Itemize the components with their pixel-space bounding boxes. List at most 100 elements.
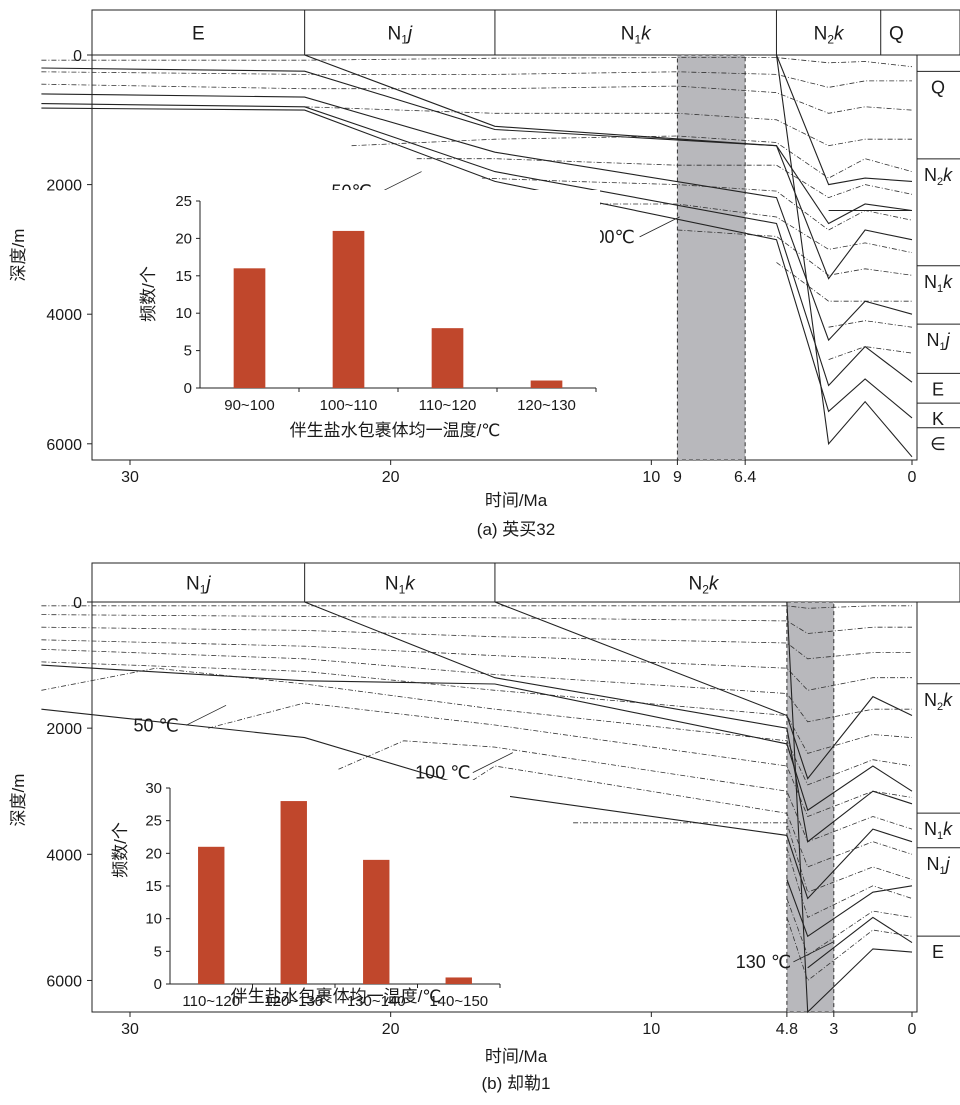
isotherm-line bbox=[828, 346, 913, 360]
panel-a-header-frame bbox=[91, 9, 960, 56]
header-label-e: E bbox=[192, 24, 205, 45]
x-tick-label: 30 bbox=[121, 469, 139, 486]
inset-y-tick-label: 25 bbox=[145, 813, 162, 830]
header-label-n1j-sub: 1 bbox=[401, 33, 408, 47]
isotherm-line bbox=[455, 765, 913, 868]
header-label-n1j-base: N bbox=[387, 24, 401, 45]
x-tick-label: 0 bbox=[908, 469, 917, 486]
right-label-n2k-sub: 2 bbox=[937, 176, 943, 188]
panel-b-inset-y-label: 频数/个 bbox=[111, 822, 130, 878]
panel-a-inset-x-label: 伴生盐水包裹体均一温度/℃ bbox=[290, 421, 501, 440]
right-label-n2k: N2k bbox=[924, 690, 953, 713]
panel-b-y-axis-label: 深度/m bbox=[9, 774, 28, 827]
temperature-leader bbox=[639, 216, 680, 238]
header-label-n1k-base: N bbox=[621, 24, 635, 45]
isotherm-line bbox=[41, 661, 913, 754]
panel-a-strat-header: E N1j N1k N2k Q bbox=[192, 10, 904, 55]
panel-b-temperature-labels: 50 ℃ 100 ℃ 130 ℃ bbox=[133, 704, 834, 972]
y-tick-label: 2000 bbox=[46, 721, 82, 738]
y-tick-label: 6000 bbox=[46, 437, 82, 454]
panel-a-x-axis-label: 时间/Ma bbox=[485, 491, 548, 510]
isotherm-line bbox=[351, 135, 913, 179]
right-label-n1k-sub: 1 bbox=[937, 830, 943, 842]
panel-b-horizons bbox=[41, 601, 913, 1014]
inset-bar bbox=[363, 859, 390, 984]
isotherm-line bbox=[304, 106, 912, 147]
inset-y-tick-label: 15 bbox=[145, 878, 162, 895]
x-tick-label: 20 bbox=[382, 1021, 400, 1038]
right-label-n1k-base: N bbox=[924, 819, 937, 839]
header-label-n2k-sub-name: k bbox=[709, 574, 720, 595]
right-label-k: K bbox=[932, 409, 944, 429]
inset-bar bbox=[198, 846, 225, 984]
horizon-line bbox=[304, 601, 913, 843]
panel-b-inset-bar-chart: 频数/个 伴生盐水包裹体均一温度/℃ 0 5 10 15 20 25 30 110~120 12… bbox=[100, 780, 510, 1010]
header-label-n1j-sub-name: j bbox=[203, 574, 211, 595]
right-label-n1k-base: N bbox=[924, 272, 937, 292]
right-label-n2k: N2k bbox=[924, 165, 953, 188]
inset-bar bbox=[332, 230, 365, 388]
inset-category-label: 90~100 bbox=[224, 397, 274, 414]
isotherm-line bbox=[416, 158, 913, 199]
inset-category-label: 120~130 bbox=[264, 993, 323, 1010]
temperature-leader bbox=[381, 171, 422, 192]
header-label-n2k: N2k bbox=[814, 24, 845, 47]
header-label-n1k-sub: 1 bbox=[399, 583, 406, 597]
x-tick-label: 9 bbox=[673, 469, 682, 486]
right-label-n2k-sub-name: k bbox=[943, 165, 953, 185]
isotherm-line bbox=[776, 262, 912, 302]
isotherm-line bbox=[41, 605, 912, 609]
inset-bar bbox=[431, 328, 464, 388]
inset-bar bbox=[530, 380, 563, 388]
isotherm-line bbox=[41, 83, 913, 114]
right-label-n1j: N1j bbox=[926, 854, 950, 877]
y-tick-label: 4000 bbox=[46, 847, 82, 864]
right-label-n2k-sub: 2 bbox=[937, 701, 943, 713]
inset-y-tick-label: 5 bbox=[184, 343, 192, 360]
inset-category-label: 110~120 bbox=[419, 397, 477, 414]
right-label-n1j-base: N bbox=[926, 330, 939, 350]
header-label-n1j-sub: 1 bbox=[200, 583, 207, 597]
isotherm-line bbox=[338, 740, 913, 843]
x-tick-label: 10 bbox=[642, 1021, 660, 1038]
isotherm-line bbox=[786, 917, 913, 982]
panel-b-inset-x-label: 伴生盐水包裹体均一温度/℃ bbox=[231, 987, 442, 1006]
right-label-n1j-sub: 1 bbox=[939, 341, 945, 353]
right-label-n2k-base: N bbox=[924, 165, 937, 185]
panel-b-y-ticks: 0 2000 4000 6000 bbox=[46, 595, 92, 990]
y-tick-label: 0 bbox=[73, 595, 82, 612]
inset-bar bbox=[280, 801, 307, 984]
right-label-n1j-sub-name: j bbox=[943, 330, 951, 350]
horizon-line bbox=[41, 93, 913, 342]
panel-a-caption: (a) 英买32 bbox=[477, 520, 555, 539]
x-tick-label: 6.4 bbox=[734, 469, 756, 486]
panel-b-highlight-band bbox=[786, 601, 835, 1013]
header-label-n2k-sub: 2 bbox=[702, 583, 709, 597]
panel-b-x-ticks: 30 20 10 4.8 3 0 bbox=[121, 1012, 917, 1038]
inset-category-label: 110~120 bbox=[182, 993, 240, 1010]
inset-y-tick-label: 10 bbox=[145, 911, 162, 928]
panel-a-y-axis-label: 深度/m bbox=[9, 229, 28, 282]
isotherm-line bbox=[41, 639, 912, 691]
panel-b-x-axis-label: 时间/Ma bbox=[485, 1047, 548, 1066]
horizon-line bbox=[786, 879, 913, 938]
panel-a-highlight-band bbox=[676, 54, 746, 461]
panel-a-horizons bbox=[41, 54, 913, 458]
x-tick-label: 4.8 bbox=[776, 1021, 798, 1038]
header-label-q: Q bbox=[889, 24, 904, 45]
isotherm-line bbox=[786, 898, 913, 956]
horizon-line bbox=[775, 54, 913, 186]
horizon-line bbox=[41, 664, 913, 812]
header-label-n1k: N1k bbox=[385, 574, 416, 597]
inset-y-tick-label: 20 bbox=[145, 845, 162, 862]
right-label-n2k-sub-name: k bbox=[943, 690, 953, 710]
panel-a-inset-background bbox=[145, 190, 600, 455]
inset-y-tick-label: 25 bbox=[175, 193, 192, 210]
right-label-n1k-sub-name: k bbox=[943, 272, 953, 292]
isotherm-line bbox=[573, 822, 913, 893]
inset-y-tick-label: 15 bbox=[175, 268, 192, 285]
